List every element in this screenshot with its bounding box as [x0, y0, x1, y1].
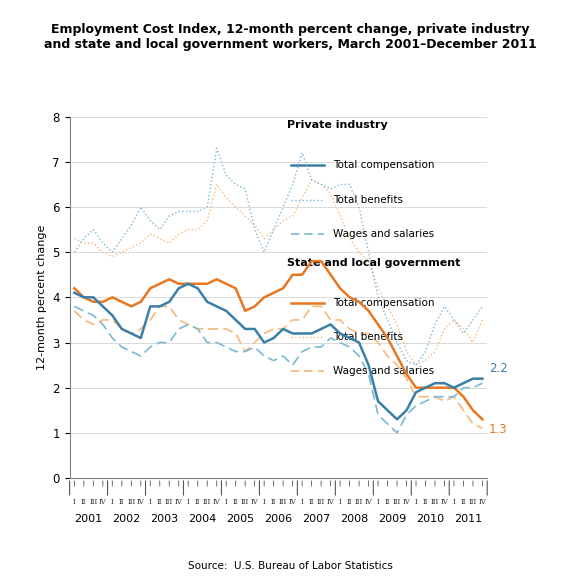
Text: 2010: 2010 [416, 514, 444, 524]
Text: I: I [73, 498, 76, 506]
Text: Wages and salaries: Wages and salaries [333, 229, 434, 239]
Text: I: I [263, 498, 266, 506]
Text: II: II [233, 498, 238, 506]
Text: IV: IV [403, 498, 411, 506]
Text: II: II [309, 498, 314, 506]
Text: IV: IV [289, 498, 296, 506]
Text: IV: IV [213, 498, 220, 506]
Text: 2.2: 2.2 [489, 362, 508, 375]
Text: IV: IV [327, 498, 335, 506]
Text: 2001: 2001 [74, 514, 103, 524]
Y-axis label: 12-month percent change: 12-month percent change [37, 224, 47, 370]
Text: III: III [89, 498, 97, 506]
Text: I: I [415, 498, 418, 506]
Text: III: III [317, 498, 325, 506]
Text: IV: IV [441, 498, 448, 506]
Text: Wages and salaries: Wages and salaries [333, 367, 434, 377]
Text: I: I [339, 498, 342, 506]
Text: III: III [279, 498, 287, 506]
Text: I: I [187, 498, 190, 506]
Text: 2009: 2009 [378, 514, 407, 524]
Text: III: III [393, 498, 401, 506]
Text: I: I [225, 498, 227, 506]
Text: II: II [157, 498, 162, 506]
Text: I: I [111, 498, 114, 506]
Text: III: III [127, 498, 135, 506]
Text: II: II [461, 498, 466, 506]
Text: 2011: 2011 [454, 514, 483, 524]
Text: 2007: 2007 [302, 514, 331, 524]
Text: Employment Cost Index, 12-month percent change, private industry
and state and l: Employment Cost Index, 12-month percent … [44, 23, 536, 51]
Text: Total benefits: Total benefits [333, 195, 403, 205]
Text: Private industry: Private industry [287, 120, 387, 130]
Text: III: III [241, 498, 249, 506]
Text: III: III [165, 498, 173, 506]
Text: III: III [469, 498, 477, 506]
Text: IV: IV [478, 498, 486, 506]
Text: IV: IV [99, 498, 107, 506]
Text: III: III [355, 498, 363, 506]
Text: Total compensation: Total compensation [333, 160, 434, 170]
Text: III: III [431, 498, 439, 506]
Text: II: II [119, 498, 125, 506]
Text: I: I [452, 498, 455, 506]
Text: II: II [347, 498, 352, 506]
Text: 2006: 2006 [264, 514, 292, 524]
Text: I: I [301, 498, 303, 506]
Text: I: I [376, 498, 379, 506]
Text: IV: IV [175, 498, 183, 506]
Text: 1.3: 1.3 [489, 423, 508, 436]
Text: 2008: 2008 [340, 514, 368, 524]
Text: II: II [423, 498, 428, 506]
Text: IV: IV [251, 498, 259, 506]
Text: II: II [81, 498, 86, 506]
Text: Source:  U.S. Bureau of Labor Statistics: Source: U.S. Bureau of Labor Statistics [187, 561, 393, 571]
Text: II: II [195, 498, 201, 506]
Text: II: II [385, 498, 390, 506]
Text: State and local government: State and local government [287, 258, 460, 268]
Text: 2004: 2004 [188, 514, 216, 524]
Text: IV: IV [365, 498, 372, 506]
Text: Total compensation: Total compensation [333, 298, 434, 308]
Text: 2005: 2005 [226, 514, 255, 524]
Text: Total benefits: Total benefits [333, 332, 403, 342]
Text: II: II [271, 498, 277, 506]
Text: I: I [149, 498, 151, 506]
Text: IV: IV [137, 498, 144, 506]
Text: III: III [203, 498, 211, 506]
Text: 2002: 2002 [113, 514, 141, 524]
Text: 2003: 2003 [150, 514, 179, 524]
